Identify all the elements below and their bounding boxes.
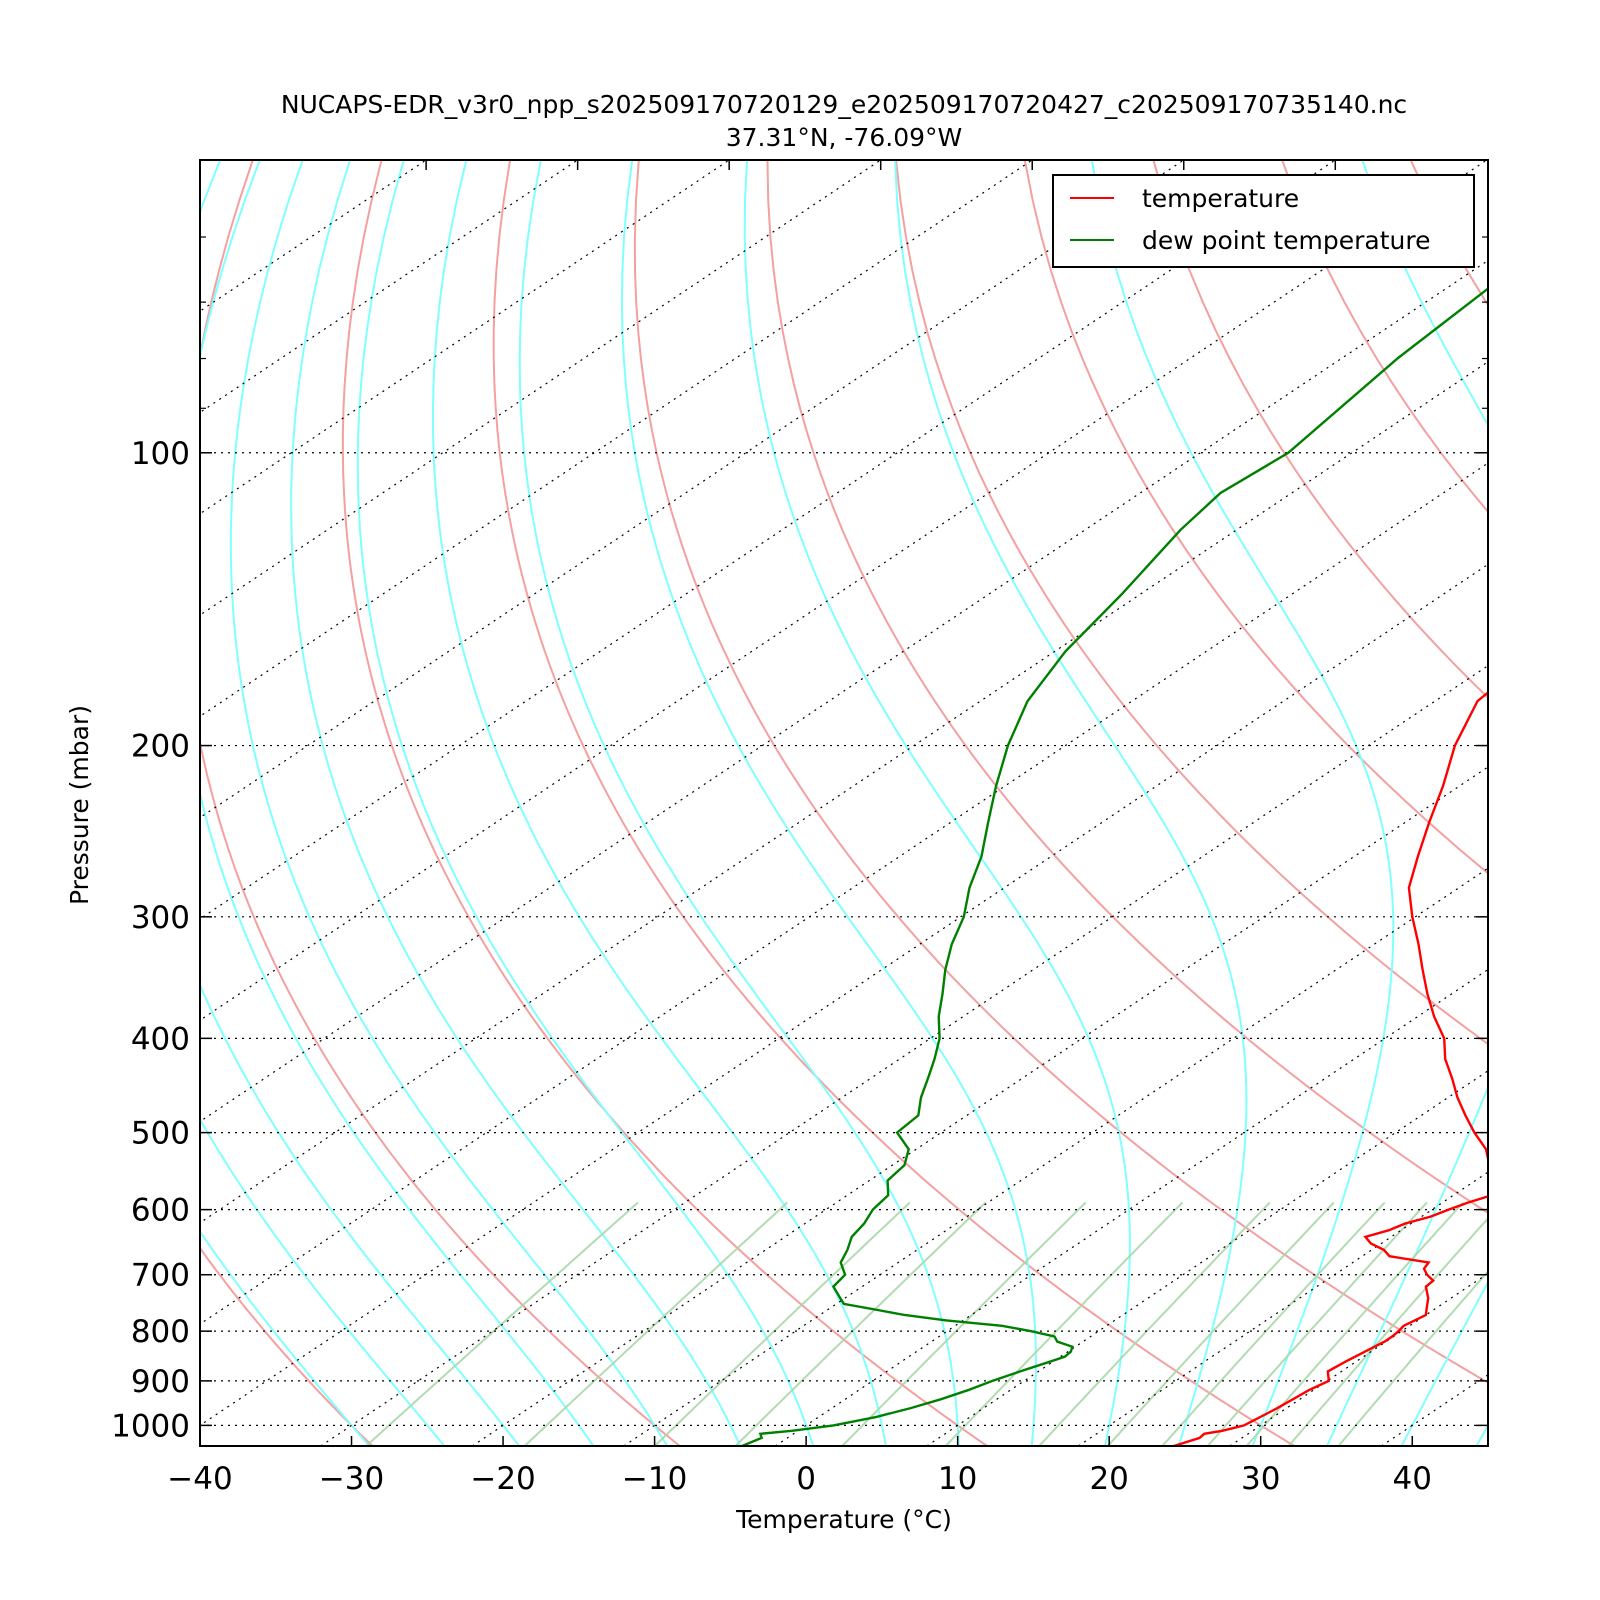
x-tick-label: 0	[796, 1461, 816, 1497]
x-tick-label: 10	[938, 1461, 977, 1497]
isotherm-grid-line	[200, 563, 1488, 1427]
moist-adiabat	[432, 160, 888, 1446]
moist-adiabat	[290, 160, 742, 1446]
dew-point-line	[741, 287, 1488, 1446]
mixing-ratio-line	[1160, 1201, 1386, 1446]
moist-adiabat	[200, 160, 521, 1446]
mixing-ratio-line	[364, 1201, 639, 1446]
y-axis-label: Pressure (mbar)	[65, 705, 94, 905]
isotherm-grid-line	[471, 766, 1488, 1446]
isotherm-grid-line	[200, 160, 882, 616]
x-tick-label: −10	[622, 1461, 687, 1497]
isotherm-grid-line	[200, 160, 427, 312]
y-tick-label: 400	[131, 1021, 190, 1057]
isotherm-grid-line	[623, 867, 1488, 1446]
x-tick-label: 40	[1393, 1461, 1432, 1497]
dry-adiabat	[766, 160, 1488, 1215]
mixing-ratio-line	[1287, 1216, 1488, 1446]
mixing-ratio-line	[734, 1201, 987, 1446]
moist-adiabat	[518, 160, 960, 1446]
legend-label-dew-point: dew point temperature	[1142, 226, 1431, 255]
mixing-ratio-line	[840, 1201, 1087, 1446]
x-tick-label: 30	[1241, 1461, 1280, 1497]
moist-adiabat	[200, 1117, 446, 1446]
dry-adiabat	[1518, 116, 1600, 1451]
moist-adiabat	[200, 160, 595, 1446]
mixing-ratio-line	[1206, 1201, 1428, 1446]
dry-adiabat	[1152, 160, 1488, 700]
moist-adiabat	[894, 160, 1248, 1446]
mixing-ratio-line	[1106, 1201, 1335, 1446]
mixing-ratio-line	[1245, 1201, 1464, 1446]
dry-adiabat	[1023, 160, 1488, 875]
legend-label-temperature: temperature	[1142, 184, 1299, 213]
isotherm-grid-line	[200, 361, 1488, 1224]
y-tick-label: 200	[131, 729, 190, 765]
moist-adiabat	[356, 160, 815, 1446]
mixing-ratio-line	[653, 1201, 911, 1446]
x-tick-label: −20	[470, 1461, 535, 1497]
y-tick-label: 100	[131, 436, 190, 472]
x-tick-label: −30	[319, 1461, 384, 1497]
dry-adiabat	[1409, 160, 1488, 307]
chart-title: NUCAPS-EDR_v3r0_npp_s202509170720129_e20…	[281, 90, 1407, 119]
dry-adiabat	[895, 160, 1488, 1046]
isotherm-grid-line	[774, 968, 1488, 1446]
moist-adiabat	[1400, 1279, 1488, 1446]
dry-adiabat	[633, 160, 1488, 1384]
grid-lines	[200, 160, 1600, 1446]
dry-adiabat	[200, 1246, 374, 1446]
mixing-ratio-line	[944, 1201, 1184, 1446]
thermodynamic-background	[200, 116, 1600, 1451]
x-tick-label: −40	[167, 1461, 232, 1497]
profile-series	[741, 287, 1488, 1446]
y-tick-label: 600	[131, 1193, 190, 1229]
dry-adiabat	[492, 160, 1297, 1446]
y-tick-label: 500	[131, 1116, 190, 1152]
moist-adiabat	[1090, 160, 1395, 1446]
chart-subtitle: 37.31°N, -76.09°W	[726, 123, 962, 152]
legend: temperature dew point temperature	[1052, 174, 1475, 268]
moist-adiabat	[229, 160, 669, 1446]
dry-adiabat	[1281, 160, 1488, 514]
isotherm-grid-line	[1078, 1171, 1488, 1446]
moist-adiabat	[1325, 160, 1488, 1446]
mixing-ratio-line	[523, 1201, 788, 1446]
y-tick-label: 700	[131, 1258, 190, 1294]
y-tick-label: 300	[131, 900, 190, 936]
moist-adiabat	[1475, 1423, 1488, 1446]
isotherm-grid-line	[200, 160, 1033, 718]
y-tick-label: 900	[131, 1364, 190, 1400]
moist-adiabat	[743, 160, 1131, 1446]
isotherm-grid-line	[200, 160, 1185, 819]
x-axis-label: Temperature (°C)	[735, 1505, 952, 1534]
axis-ticks: −40 −30 −20 −10 0 10 20 30 40 1000 900 800 700 600 500…	[111, 160, 1488, 1497]
moist-adiabat	[620, 160, 1037, 1446]
isotherm-grid-line	[1533, 160, 1600, 1446]
temperature-line	[1173, 690, 1488, 1446]
isotherm-grid-line	[200, 462, 1488, 1325]
isotherm-grid-line	[320, 664, 1488, 1446]
moist-adiabat	[200, 1229, 371, 1446]
isotherm-grid-line	[926, 1070, 1488, 1446]
plot-frame	[199, 159, 1489, 1447]
mixing-ratio-line	[1337, 1269, 1488, 1446]
isotherm-grid-line	[200, 259, 1488, 1123]
legend-box	[1052, 174, 1475, 268]
y-tick-label: 1000	[111, 1408, 190, 1444]
isotherm-grid-line	[1381, 1374, 1488, 1446]
mixing-ratio-line	[1037, 1201, 1271, 1446]
dry-adiabat	[341, 160, 989, 1446]
y-tick-label: 800	[131, 1314, 190, 1350]
x-tick-label: 20	[1089, 1461, 1128, 1497]
